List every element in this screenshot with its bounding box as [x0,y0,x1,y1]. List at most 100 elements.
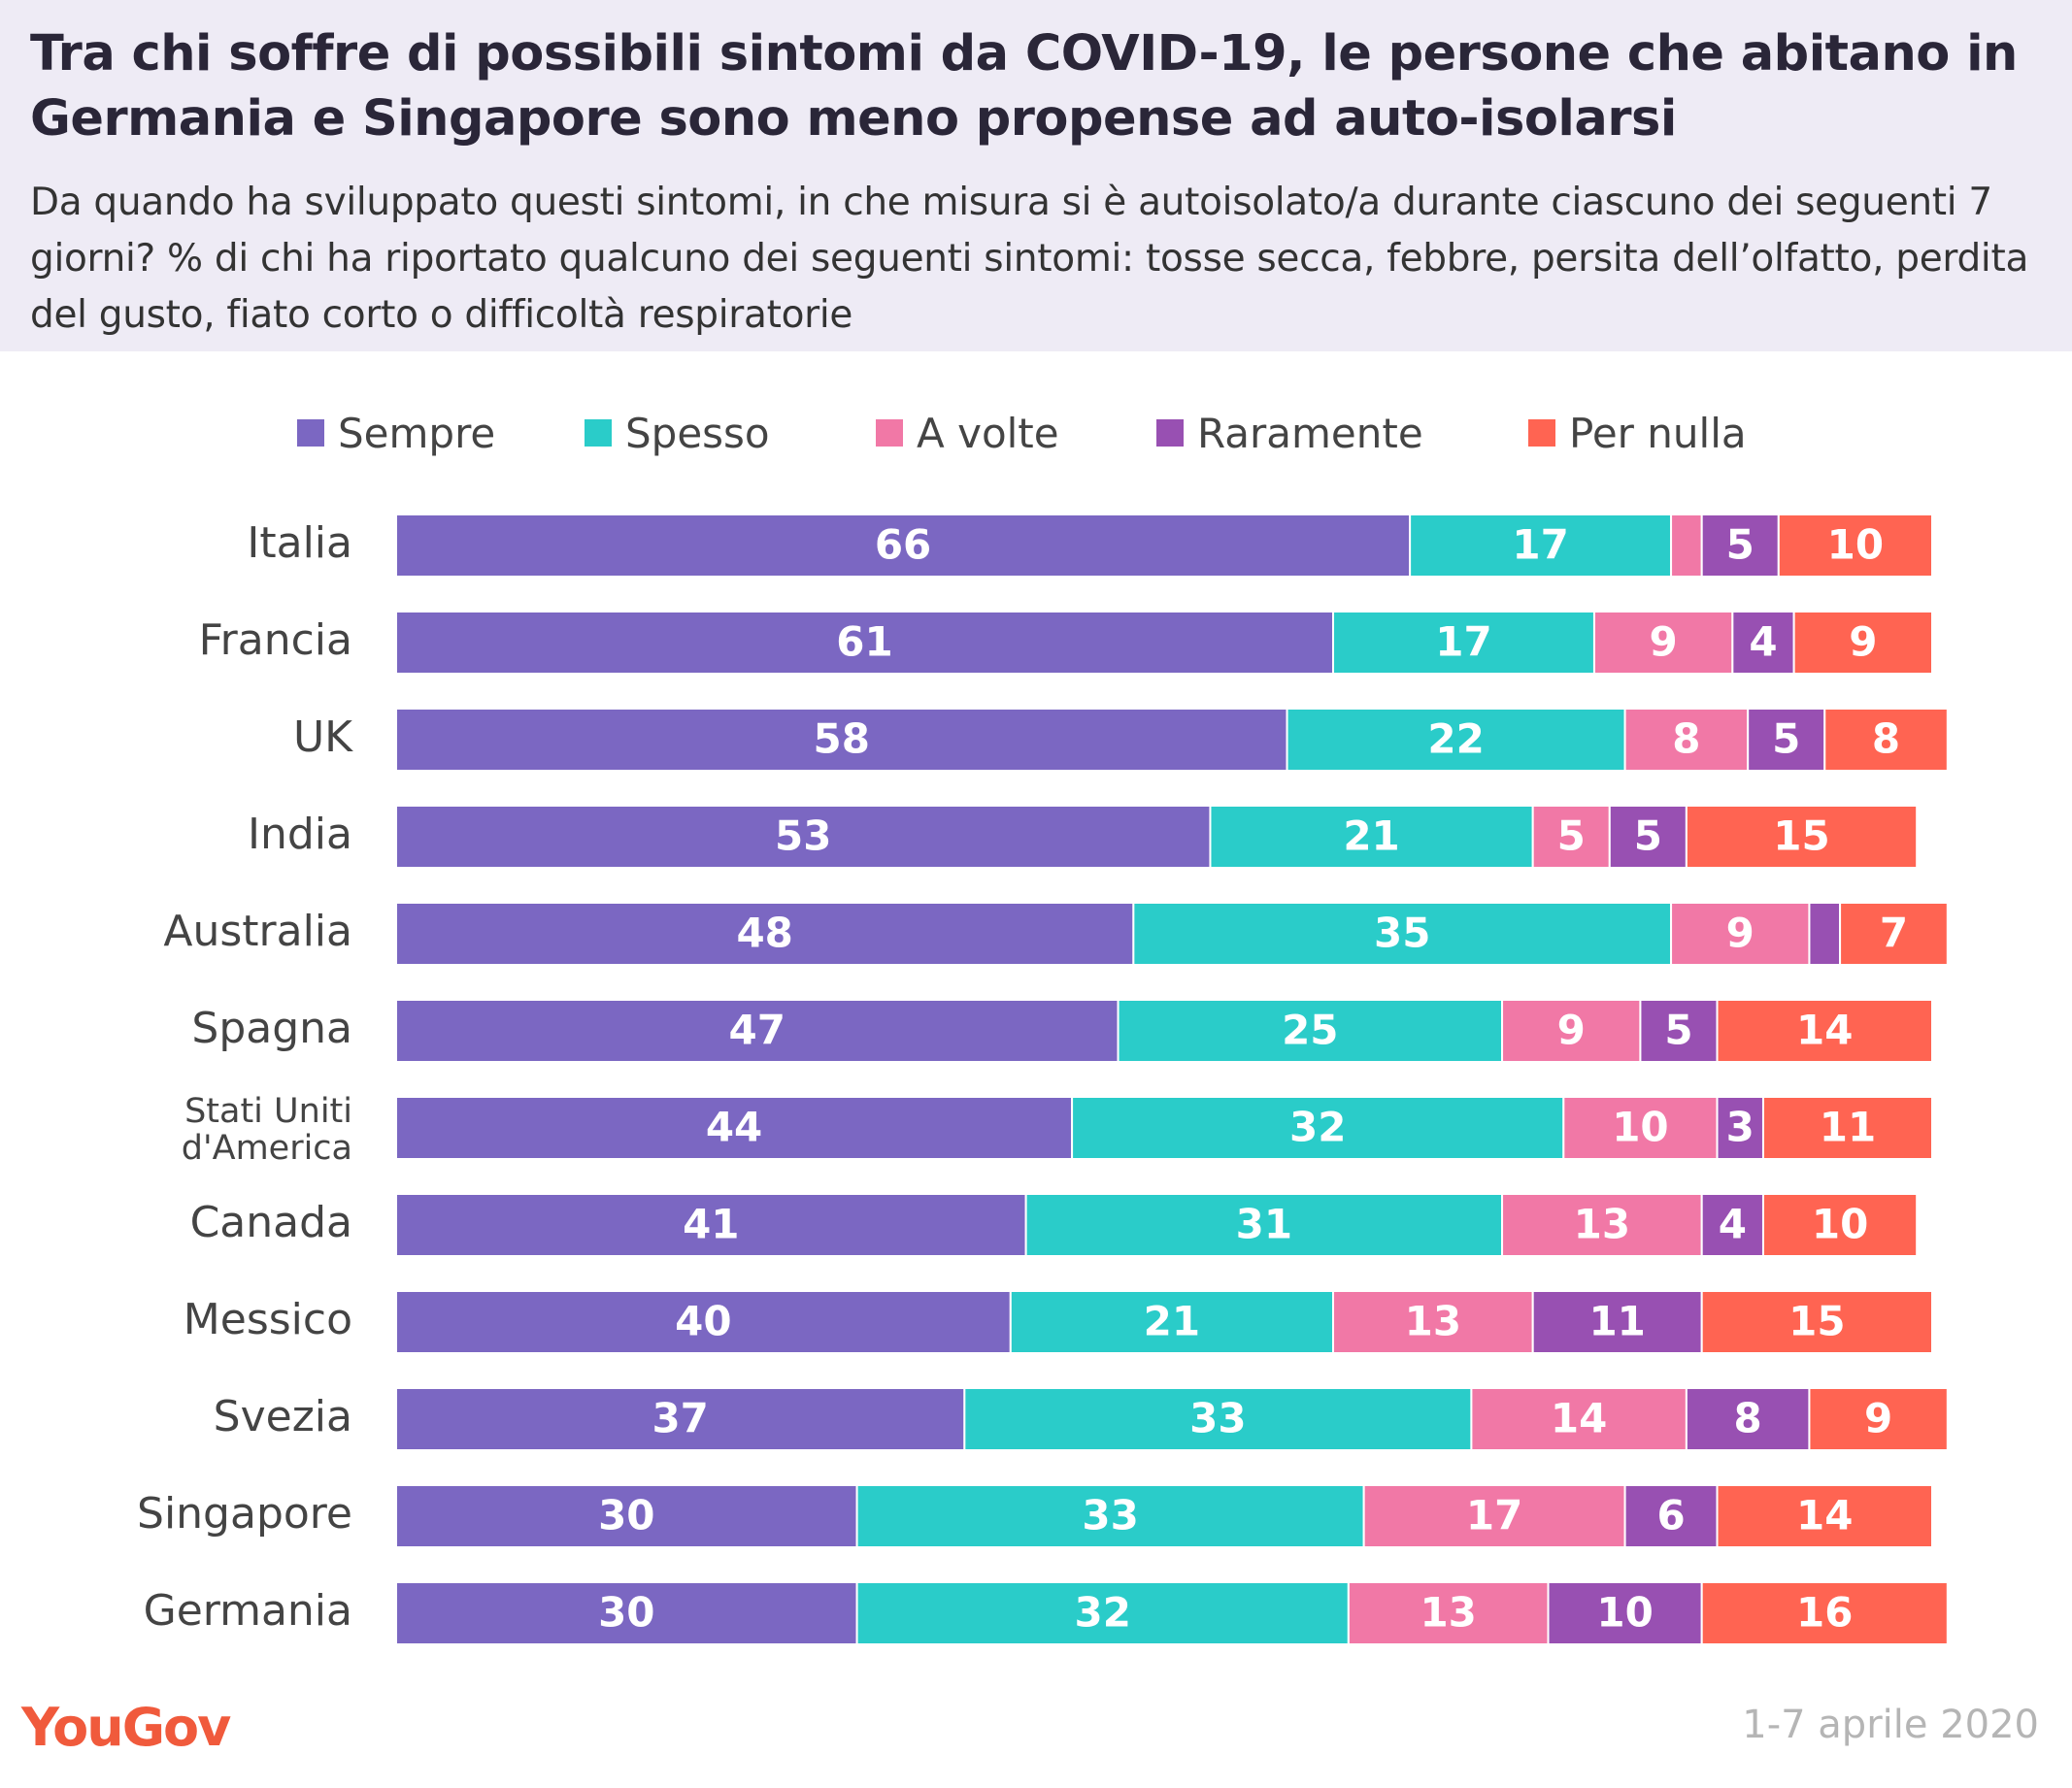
data-label-per-nulla-uk: 8 [1872,715,1900,763]
bar-a-volte-india [1531,805,1611,869]
data-label-raramente-india: 5 [1634,812,1662,860]
bar-spesso-italia [1409,513,1673,578]
bar-raramente-germania [1547,1581,1703,1645]
data-label-per-nulla-svezia: 9 [1864,1395,1892,1442]
bar-spesso-india [1209,805,1534,869]
legend-swatch-sempre [297,419,324,447]
bar-per-nulla-stati-uniti-d-america [1761,1096,1933,1160]
bar-sempre-uk [395,708,1288,772]
category-label-spagna: Spagna [191,1004,352,1053]
data-label-per-nulla-germania: 16 [1796,1589,1853,1637]
category-label-svezia: Svezia [214,1392,352,1441]
bar-per-nulla-francia [1792,611,1933,675]
legend-item-spesso: Spesso [585,406,770,460]
bar-a-volte-stati-uniti-d-america [1562,1096,1719,1160]
bar-raramente-italia [1700,513,1780,578]
bar-raramente-messico [1531,1290,1703,1354]
data-label-spesso-india: 21 [1343,812,1399,860]
data-label-sempre-svezia: 37 [652,1395,708,1442]
bar-spesso-singapore [855,1484,1365,1548]
data-label-sempre-messico: 40 [675,1298,731,1345]
data-label-sempre-germania: 30 [598,1589,654,1637]
data-label-raramente-singapore: 6 [1656,1492,1685,1540]
data-label-spesso-svezia: 33 [1189,1395,1246,1442]
bar-per-nulla-canada [1761,1193,1919,1257]
chart-title: Tra chi soffre di possibili sintomi da C… [30,25,2018,148]
bar-per-nulla-messico [1700,1290,1933,1354]
bar-raramente-australia [1808,902,1842,966]
bar-per-nulla-spagna [1716,999,1934,1063]
category-label-australia: Australia [163,907,352,956]
data-label-per-nulla-messico: 15 [1788,1298,1845,1345]
bar-a-volte-italia [1670,513,1703,578]
data-label-a-volte-svezia: 14 [1551,1395,1607,1442]
bar-per-nulla-singapore [1716,1484,1934,1548]
data-label-spesso-uk: 22 [1427,715,1484,763]
survey-date: 1-7 aprile 2020 [1742,1703,2039,1747]
category-label-francia: Francia [199,615,352,665]
legend: Sempre Spesso A volte Raramente Per null… [0,406,2072,460]
data-label-spesso-stati-uniti-d-america: 32 [1289,1104,1346,1151]
data-label-a-volte-francia: 9 [1650,618,1678,666]
bar-per-nulla-germania [1700,1581,1949,1645]
data-label-sempre-italia: 66 [875,521,931,569]
data-label-a-volte-spagna: 9 [1557,1007,1586,1054]
legend-item-per-nulla: Per nulla [1528,406,1747,460]
category-label-india: India [248,810,352,859]
bar-a-volte-australia [1670,902,1811,966]
data-label-raramente-italia: 5 [1726,521,1755,569]
category-label-germania: Germania [144,1586,352,1636]
chart-subtitle: Da quando ha sviluppato questi sintomi, … [30,181,2029,337]
bar-sempre-canada [395,1193,1027,1257]
legend-item-sempre: Sempre [297,406,495,460]
data-label-raramente-canada: 4 [1719,1201,1747,1248]
data-label-per-nulla-italia: 10 [1827,521,1884,569]
data-label-a-volte-india: 5 [1557,812,1586,860]
yougov-logo: YouGov [21,1697,231,1758]
data-label-raramente-messico: 11 [1588,1298,1645,1345]
data-label-per-nulla-australia: 7 [1880,910,1908,957]
category-label-italia: Italia [247,518,352,568]
bar-per-nulla-svezia [1808,1387,1949,1451]
data-label-sempre-singapore: 30 [598,1492,654,1540]
legend-label-per-nulla: Per nulla [1569,409,1747,457]
data-label-spesso-singapore: 33 [1082,1492,1138,1540]
data-label-sempre-canada: 41 [683,1201,739,1248]
bar-sempre-messico [395,1290,1012,1354]
data-label-sempre-francia: 61 [836,618,892,666]
bar-per-nulla-india [1685,805,1919,869]
bar-raramente-francia [1731,611,1795,675]
bar-spesso-spagna [1117,999,1504,1063]
category-label-singapore: Singapore [137,1489,352,1539]
bar-a-volte-singapore [1362,1484,1626,1548]
data-label-a-volte-stati-uniti-d-america: 10 [1612,1104,1668,1151]
data-label-raramente-svezia: 8 [1734,1395,1762,1442]
data-label-a-volte-messico: 13 [1405,1298,1461,1345]
bar-sempre-italia [395,513,1412,578]
data-label-raramente-germania: 10 [1596,1589,1653,1637]
legend-item-a-volte: A volte [876,406,1059,460]
bar-per-nulla-australia [1839,902,1949,966]
data-label-per-nulla-stati-uniti-d-america: 11 [1820,1104,1876,1151]
data-label-spesso-canada: 31 [1236,1201,1292,1248]
bar-raramente-india [1608,805,1688,869]
data-label-a-volte-germania: 13 [1420,1589,1476,1637]
data-label-sempre-spagna: 47 [729,1007,785,1054]
legend-label-a-volte: A volte [917,409,1059,457]
category-label-stati-uniti-d-america: Stati Uniti d'America [182,1092,352,1168]
data-label-spesso-messico: 21 [1144,1298,1200,1345]
data-label-raramente-uk: 5 [1772,715,1800,763]
data-label-spesso-francia: 17 [1435,618,1491,666]
bar-sempre-australia [395,902,1135,966]
data-label-per-nulla-francia: 9 [1849,618,1877,666]
data-label-per-nulla-canada: 10 [1812,1201,1868,1248]
legend-swatch-raramente [1156,419,1184,447]
data-label-per-nulla-india: 15 [1773,812,1829,860]
data-label-sempre-uk: 58 [814,715,870,763]
bar-raramente-svezia [1685,1387,1811,1451]
legend-label-sempre: Sempre [338,409,496,457]
bar-spesso-australia [1132,902,1673,966]
category-label-uk: UK [293,712,353,762]
data-label-sempre-stati-uniti-d-america: 44 [706,1104,762,1151]
data-label-spesso-australia: 35 [1374,910,1430,957]
